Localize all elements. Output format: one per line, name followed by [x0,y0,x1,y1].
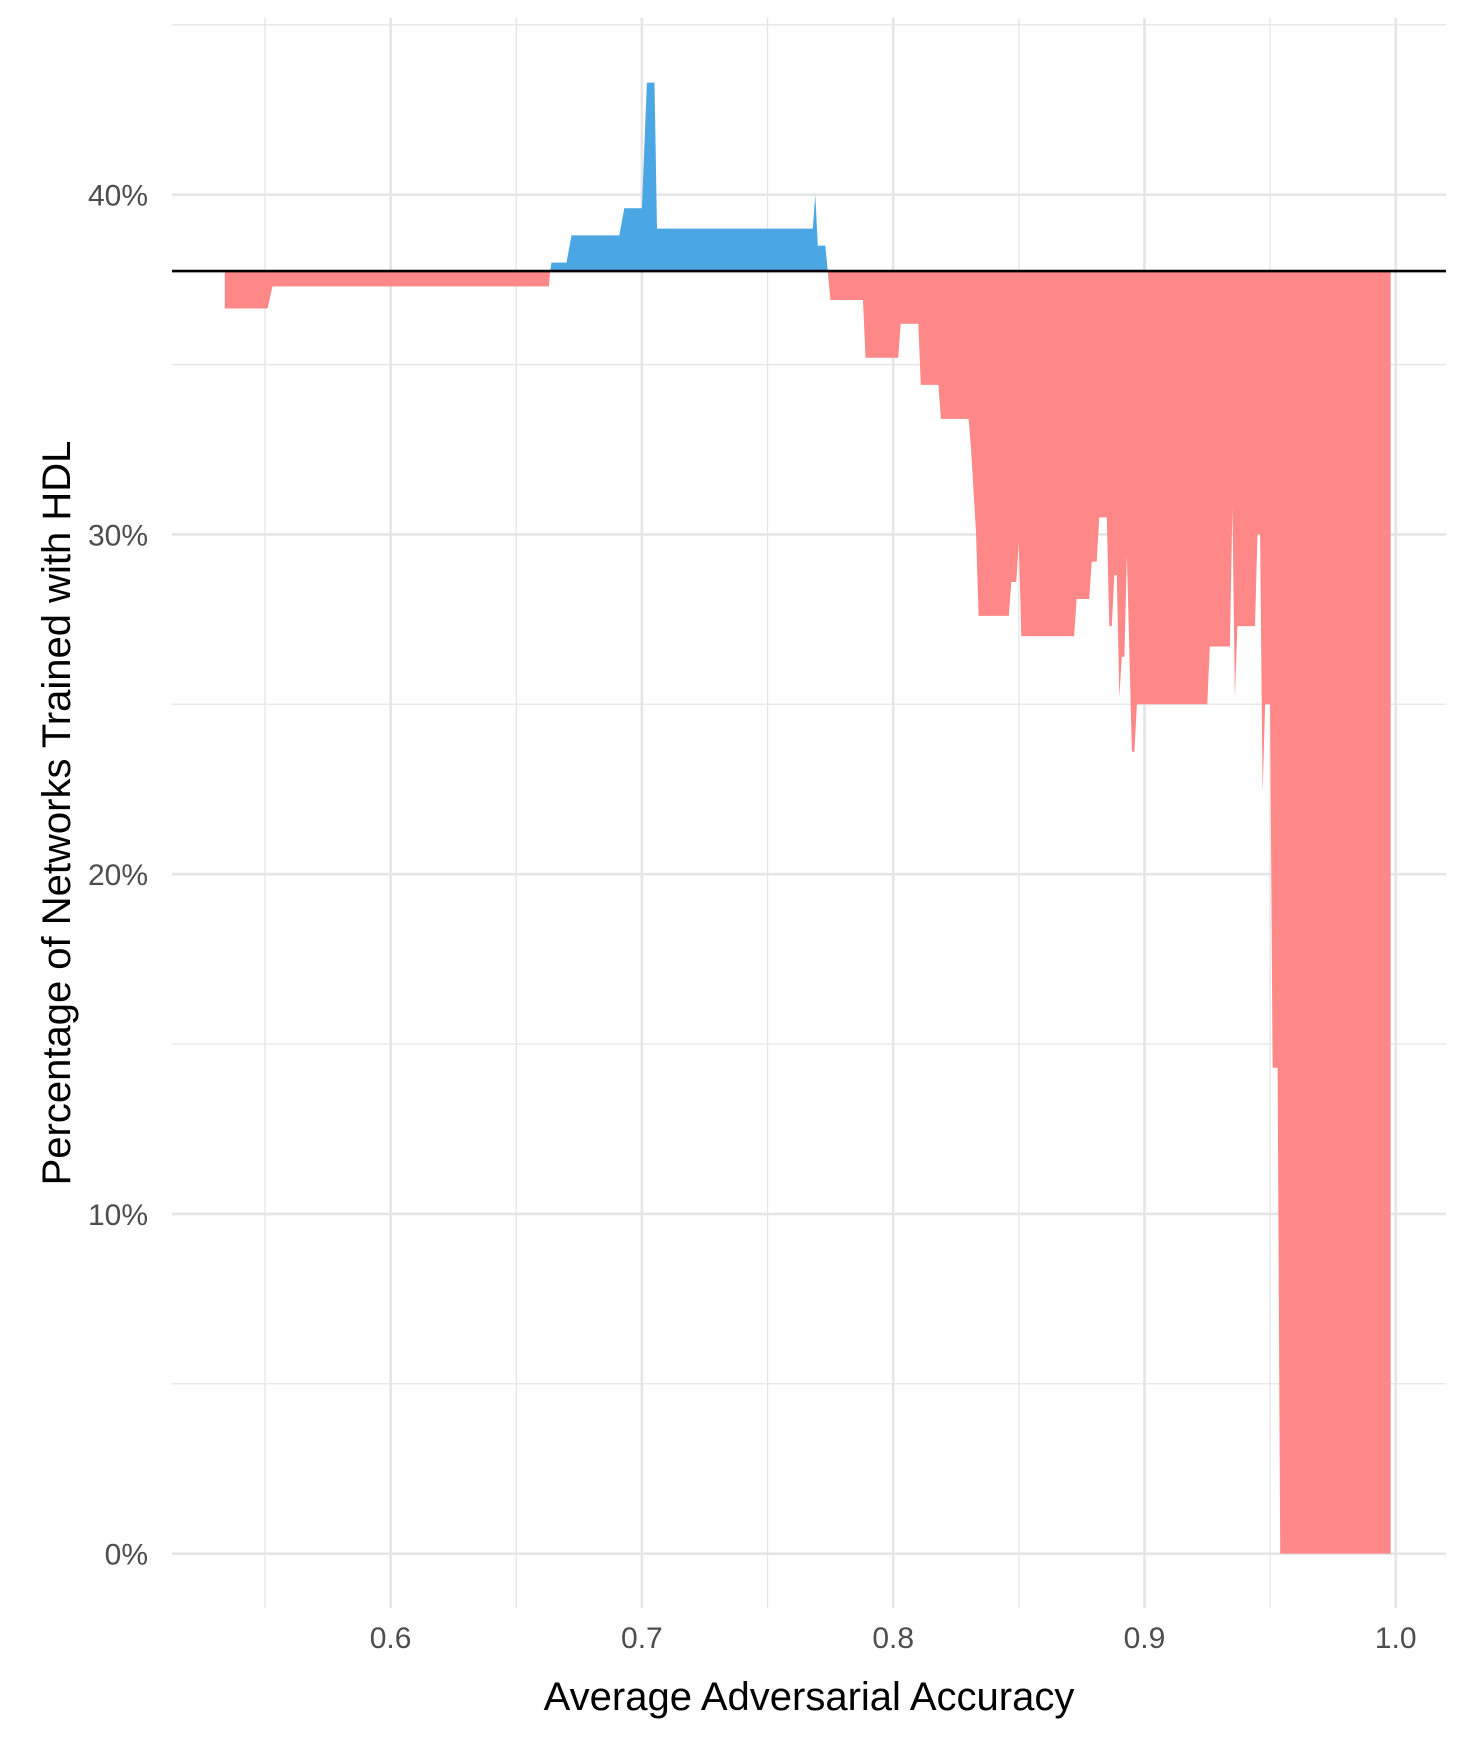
y-tick-label: 20% [88,859,148,892]
x-tick-label: 0.9 [1124,1622,1166,1655]
area-below-reference [224,271,551,309]
area-below-reference [827,271,1391,1554]
y-tick-label: 0% [105,1539,148,1572]
area-fills [224,82,1391,1554]
y-axis-title: Percentage of Networks Trained with HDL [35,441,79,1186]
x-tick-label: 0.7 [621,1622,663,1655]
area-above-reference [550,82,828,272]
grid-major-x [389,18,1398,1608]
y-tick-label: 30% [88,519,148,552]
x-tick-label: 0.8 [872,1622,914,1655]
y-tick-label: 10% [88,1199,148,1232]
x-axis-title: Average Adversarial Accuracy [544,1675,1075,1719]
y-tick-labels: 0% 10% 20% 30% 40% [88,180,148,1572]
x-tick-label: 1.0 [1375,1622,1417,1655]
y-tick-label: 40% [88,180,148,213]
x-tick-labels: 0.6 0.7 0.8 0.9 1.0 [370,1622,1417,1655]
x-tick-label: 0.6 [370,1622,412,1655]
